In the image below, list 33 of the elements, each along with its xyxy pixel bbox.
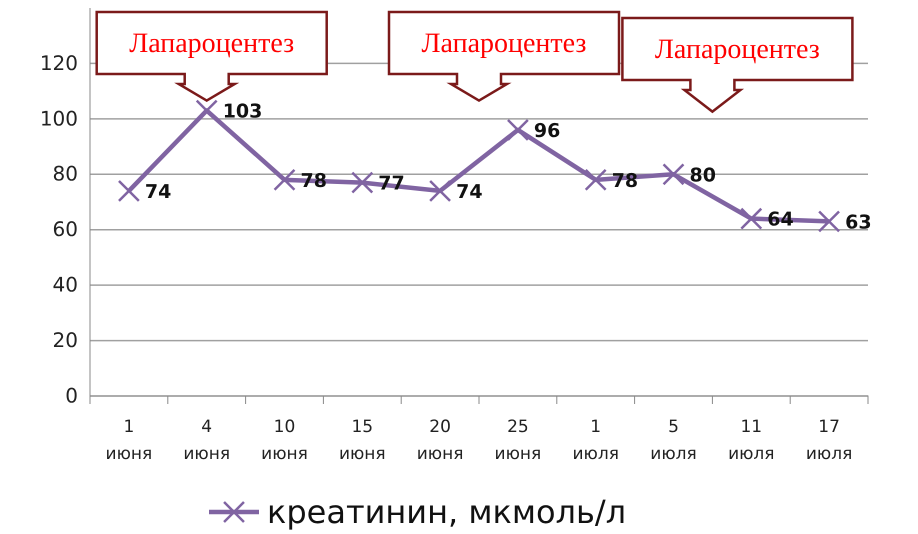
data-label: 78 [300,170,327,192]
x-tick-label: 1 июня [106,417,152,464]
legend-label: креатинин, мкмоль/л [267,493,626,531]
data-label: 74 [456,180,483,203]
x-tick-label: 15 июня [338,417,386,464]
x-tick-label: 1 июля [572,417,619,464]
annotation: Лапароцентез [654,34,820,65]
data-label: 103 [222,100,262,123]
y-tick-label: 40 [52,272,78,297]
x-tick-label: 17 июля [806,417,852,464]
data-label: 74 [144,180,172,203]
x-tick-label: 5 июля [650,417,697,464]
y-tick-label: 120 [40,50,78,75]
x-tick-label: 10 июня [261,417,308,464]
callout-box: Лапароцентез [388,10,620,102]
y-tick-label: 20 [52,328,78,352]
y-tick-label: 80 [52,162,78,186]
x-tick-label: 11 июля [728,417,775,464]
data-label: 63 [845,211,872,234]
callout-box: Лапароцентез [621,16,854,114]
data-label: 77 [378,172,405,195]
annotation: Лапароцентез [422,28,586,59]
annotation: Лапароцентез [129,28,294,59]
x-tick-label: 20 июня [416,417,464,464]
data-label: 96 [534,120,560,142]
y-tick-label: 60 [52,217,78,242]
data-label: 64 [767,208,794,231]
data-label: 80 [690,164,716,186]
callout-box: Лапароцентез [95,10,328,102]
y-tick-label: 0 [65,383,78,408]
y-tick-label: 100 [40,106,78,130]
x-tick-label: 4 июня [183,417,230,464]
x-tick-label: 25 июня [494,417,542,464]
